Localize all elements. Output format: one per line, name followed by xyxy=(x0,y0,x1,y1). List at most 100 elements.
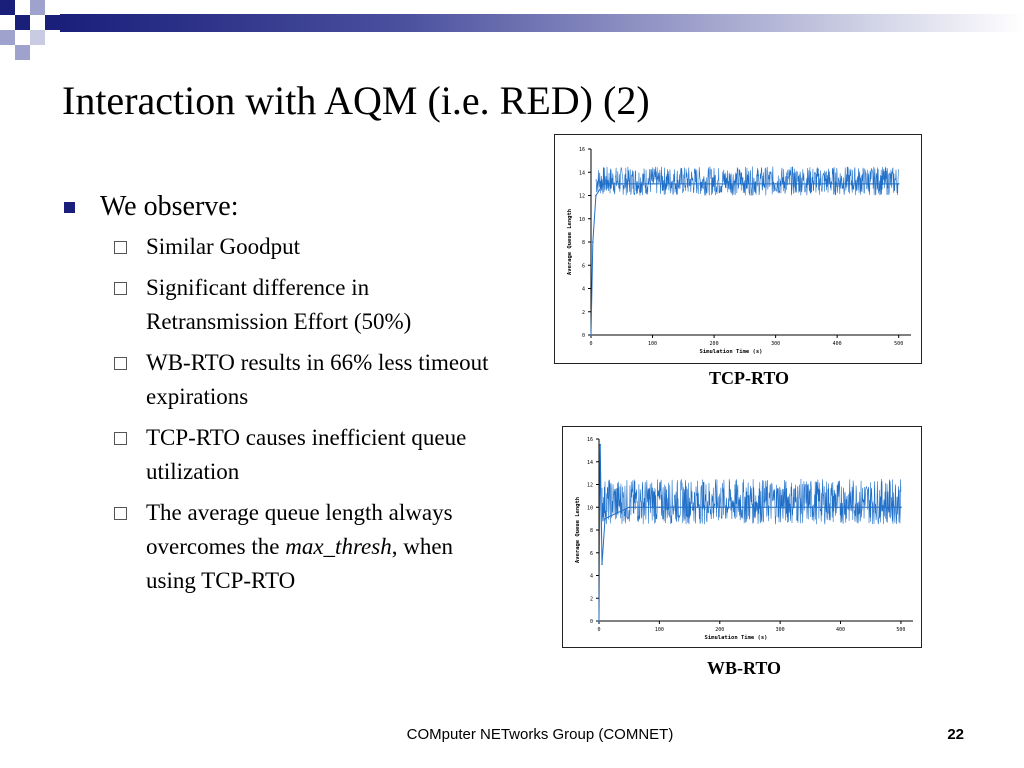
series-trend-line xyxy=(598,444,901,622)
y-tick-label: 16 xyxy=(579,147,585,153)
bullet-list: We observe: Similar Goodput Significant … xyxy=(62,188,502,605)
x-tick-label: 200 xyxy=(715,627,724,633)
y-axis-label: Average Queue Length xyxy=(575,497,581,563)
sub-bullet-item: WB-RTO results in 66% less timeout expir… xyxy=(62,346,502,414)
sub-bullet-text-before: The average queue length always overcome… xyxy=(146,500,453,559)
corner-decoration xyxy=(0,0,100,70)
x-tick-label: 100 xyxy=(648,341,657,347)
max-thresh-emphasis: max_thresh xyxy=(285,534,392,559)
data-point xyxy=(809,506,812,509)
y-tick-label: 6 xyxy=(582,263,585,269)
y-tick-label: 16 xyxy=(587,437,593,443)
data-point xyxy=(749,506,751,509)
data-point xyxy=(688,506,691,509)
y-tick-label: 14 xyxy=(579,170,585,176)
y-tick-label: 0 xyxy=(590,619,593,625)
sub-bullet-text: Similar Goodput xyxy=(146,234,300,259)
series-line xyxy=(595,166,899,196)
footer-text: COMputer NETworks Group (COMNET) xyxy=(406,726,674,743)
hollow-square-bullet-icon xyxy=(114,507,127,520)
hollow-square-bullet-icon xyxy=(114,432,127,445)
x-tick-label: 0 xyxy=(597,627,600,633)
series-line xyxy=(601,478,902,525)
sub-bullet-text: WB-RTO results in 66% less timeout expir… xyxy=(146,350,489,409)
bullet-text: We observe: xyxy=(100,191,239,222)
sub-bullet-item: The average queue length always overcome… xyxy=(62,496,502,598)
data-point xyxy=(595,194,597,197)
data-point xyxy=(590,334,592,336)
data-point xyxy=(601,563,603,565)
data-point xyxy=(599,443,602,446)
data-point xyxy=(900,506,902,509)
data-point xyxy=(805,183,808,185)
data-point xyxy=(620,183,623,185)
x-tick-label: 500 xyxy=(894,341,903,347)
data-point xyxy=(658,506,661,509)
wb-rto-chart-svg: 0 2 4 6 8 10 12 14 16 0 100 200 300 400 500 Simulation … xyxy=(575,437,913,641)
square-bullet-icon xyxy=(64,202,75,213)
series-trend-line xyxy=(590,183,899,336)
data-point xyxy=(682,183,685,185)
y-tick-label: 8 xyxy=(590,528,593,534)
y-tick-label: 8 xyxy=(582,240,585,246)
data-point xyxy=(779,506,781,509)
y-tick-label: 0 xyxy=(582,333,585,339)
data-point xyxy=(718,506,721,509)
y-tick-label: 2 xyxy=(590,596,593,602)
title-bar-gradient xyxy=(60,14,1024,32)
data-point xyxy=(604,517,606,520)
slide-title: Interaction with AQM (i.e. RED) (2) xyxy=(62,78,650,123)
y-tick-label: 12 xyxy=(579,194,585,200)
sub-bullet-item: TCP-RTO causes inefficient queue utiliza… xyxy=(62,421,502,489)
y-tick-label: 2 xyxy=(582,310,585,316)
data-point xyxy=(592,241,594,243)
wb-rto-caption: WB-RTO xyxy=(706,658,782,678)
x-tick-label: 0 xyxy=(589,341,592,347)
hollow-square-bullet-icon xyxy=(114,357,127,370)
x-axis-label: Simulation Time (s) xyxy=(700,349,763,355)
y-tick-label: 4 xyxy=(590,574,593,580)
data-point xyxy=(602,183,605,185)
tcp-rto-chart: 0 2 4 6 8 10 12 14 16 0 100 200 300 400 500 Simulation … xyxy=(554,134,922,364)
y-tick-label: 14 xyxy=(587,460,593,466)
data-point xyxy=(744,183,746,185)
x-tick-label: 400 xyxy=(836,627,845,633)
tcp-rto-caption: TCP-RTO xyxy=(708,368,790,388)
data-point xyxy=(598,620,600,622)
data-point xyxy=(651,183,654,185)
sub-bullet-text: TCP-RTO causes inefficient queue utiliza… xyxy=(146,425,467,484)
sub-bullet-item: Significant difference in Retransmission… xyxy=(62,271,502,339)
x-tick-label: 300 xyxy=(771,341,780,347)
x-axis-label: Simulation Time (s) xyxy=(705,635,768,641)
sub-bullet-text: Significant difference in Retransmission… xyxy=(146,275,412,334)
bullet-item: We observe: xyxy=(62,188,502,226)
y-tick-label: 12 xyxy=(587,483,593,489)
hollow-square-bullet-icon xyxy=(114,282,127,295)
sub-bullet-item: Similar Goodput xyxy=(62,230,502,264)
x-tick-label: 200 xyxy=(710,341,719,347)
x-tick-label: 100 xyxy=(655,627,664,633)
y-axis-label: Average Queue Length xyxy=(567,209,573,275)
data-point xyxy=(869,506,872,509)
sub-bullet-list: Similar Goodput Significant difference i… xyxy=(62,230,502,598)
data-point xyxy=(897,183,900,185)
x-tick-label: 400 xyxy=(833,341,842,347)
data-point xyxy=(616,512,618,514)
page-number: 22 xyxy=(947,726,964,743)
data-point xyxy=(774,183,777,185)
data-point xyxy=(839,506,842,509)
x-tick-label: 300 xyxy=(776,627,785,633)
data-point xyxy=(713,183,715,185)
data-point xyxy=(867,183,869,185)
y-tick-label: 10 xyxy=(587,505,593,511)
wb-rto-chart: 0 2 4 6 8 10 12 14 16 0 100 200 300 400 500 Simulation … xyxy=(562,426,922,648)
y-tick-label: 6 xyxy=(590,551,593,557)
data-point xyxy=(836,183,838,185)
sub-bullet-text-after: , when using TCP-RTO xyxy=(146,534,454,593)
tcp-rto-chart-svg: 0 2 4 6 8 10 12 14 16 0 100 200 300 400 500 Simulation … xyxy=(567,147,911,355)
x-tick-label: 500 xyxy=(896,627,905,633)
data-point xyxy=(628,506,630,509)
y-tick-label: 4 xyxy=(582,287,585,293)
y-tick-label: 10 xyxy=(579,217,585,223)
hollow-square-bullet-icon xyxy=(114,241,127,254)
